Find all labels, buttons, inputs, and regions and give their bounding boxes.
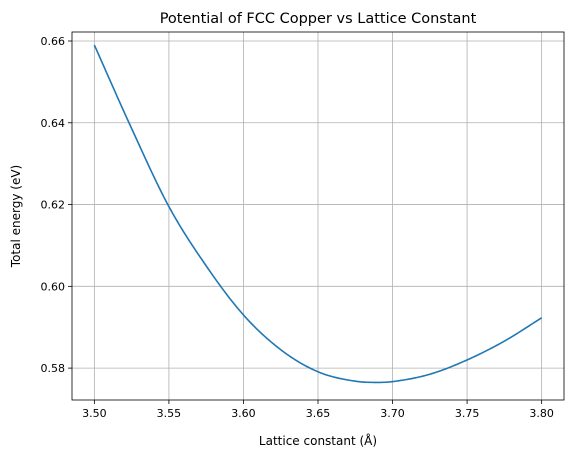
y-tick-label: 0.66 xyxy=(41,35,66,48)
x-tick-label: 3.60 xyxy=(231,407,256,420)
x-axis-label: Lattice constant (Å) xyxy=(259,433,377,448)
y-tick-label: 0.60 xyxy=(41,280,66,293)
y-axis-label: Total energy (eV) xyxy=(9,165,23,268)
x-tick-label: 3.50 xyxy=(82,407,107,420)
x-axis: 3.50 3.55 3.60 3.65 3.70 3.75 3.80 xyxy=(82,400,554,420)
series-line xyxy=(93,44,543,384)
y-axis: 0.58 0.60 0.62 0.64 0.66 xyxy=(41,35,72,375)
plot-series xyxy=(93,44,543,384)
chart-title: Potential of FCC Copper vs Lattice Const… xyxy=(160,11,477,27)
y-tick-label: 0.64 xyxy=(41,117,66,130)
grid xyxy=(72,32,564,400)
x-tick-label: 3.80 xyxy=(529,407,554,420)
x-tick-label: 3.75 xyxy=(455,407,480,420)
x-tick-label: 3.55 xyxy=(157,407,182,420)
y-tick-label: 0.58 xyxy=(41,362,66,375)
x-tick-label: 3.70 xyxy=(380,407,405,420)
x-tick-label: 3.65 xyxy=(306,407,331,420)
y-tick-label: 0.62 xyxy=(41,199,66,212)
